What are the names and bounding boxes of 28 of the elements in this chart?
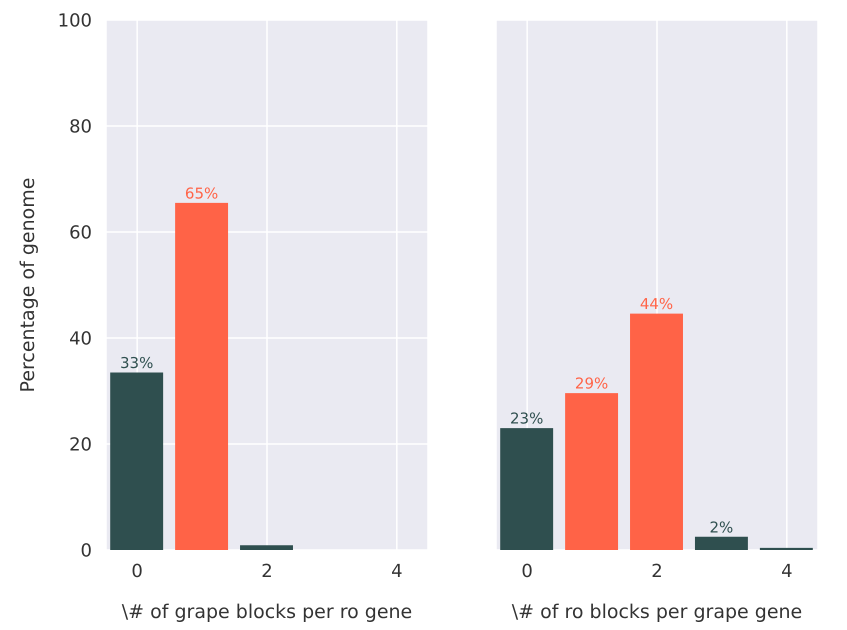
x-tick-label: 4 <box>781 560 793 582</box>
y-tick-label: 60 <box>69 222 92 244</box>
x-tick-label: 0 <box>521 560 533 582</box>
y-tick-label: 40 <box>69 328 92 350</box>
data-label: 44% <box>640 295 674 314</box>
y-axis-title: Percentage of genome <box>17 178 39 392</box>
bar <box>694 536 748 550</box>
y-tick-label: 0 <box>80 540 92 562</box>
bar <box>500 428 554 550</box>
data-label: 29% <box>574 374 608 393</box>
y-tick-label: 100 <box>58 10 92 32</box>
bar <box>240 545 293 550</box>
x-axis-title: \# of ro blocks per grape gene <box>512 601 802 623</box>
x-axis-title: \# of grape blocks per ro gene <box>122 601 412 623</box>
data-label: 2% <box>710 518 734 536</box>
x-tick-label: 0 <box>131 560 143 582</box>
x-tick-label: 2 <box>651 560 663 582</box>
data-label: 23% <box>510 410 544 428</box>
data-label: 65% <box>184 184 218 202</box>
data-label: 33% <box>120 354 154 372</box>
x-tick-label: 4 <box>391 560 403 582</box>
x-tick-label: 2 <box>261 560 273 582</box>
bar <box>110 372 164 550</box>
y-tick-label: 80 <box>69 116 92 138</box>
bar <box>630 314 683 550</box>
bar <box>175 202 228 550</box>
bar <box>565 393 618 550</box>
y-tick-label: 20 <box>69 434 92 456</box>
